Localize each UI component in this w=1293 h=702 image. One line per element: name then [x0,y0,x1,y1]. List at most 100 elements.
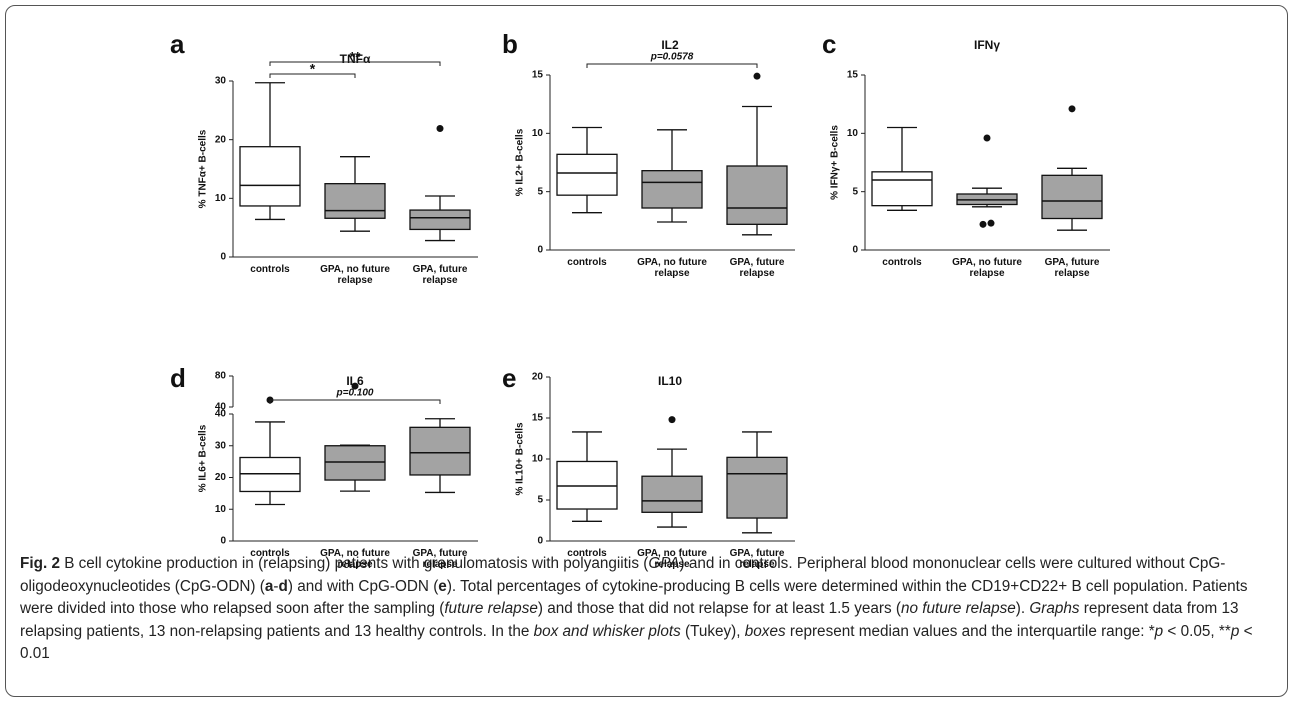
panel-letter: a [170,29,185,59]
box [641,475,703,513]
frame [5,5,1288,697]
outlier [979,220,987,228]
y-tick-label: 10 [532,128,544,139]
box [1041,174,1103,220]
caption-text: ). [1015,600,1030,617]
caption: Fig. 2 B cell cytokine production in (re… [20,553,1278,666]
caption-bold: e [438,577,447,595]
x-tick-label: GPA, no future relapse [320,264,390,286]
box [641,170,703,209]
caption-italic: GPA [648,555,680,572]
panel-title: IFNγ [974,38,1000,52]
x-tick-label: GPA, future relapse [1044,257,1100,279]
y-tick-label: 20 [532,372,544,383]
y-tick-label: 5 [852,186,858,197]
significance-bracket [269,73,356,78]
outlier [436,125,444,133]
outlier [987,219,995,227]
panel-letter: b [502,29,518,59]
panel-title: TNFα [340,52,371,66]
x-tick-label: GPA, no future relapse [320,548,390,570]
x-tick-label: GPA, no future relapse [952,257,1022,279]
panel-title: IL2 [661,38,679,52]
box [556,153,618,196]
caption-text: ) and in controls. Peripheral blood mono… [20,555,1226,595]
outlier [668,416,676,424]
annotation: p=0.100 [336,388,374,399]
caption-italic: p [1230,622,1240,640]
x-tick-label: GPA, future relapse [412,548,468,570]
caption-text: < 0.05, ** [1163,622,1231,640]
box [409,209,471,231]
caption-bold: d [278,577,288,595]
x-tick-label: GPA, future relapse [729,257,785,279]
caption-text: ) and those that did not relapse for at … [537,600,901,617]
caption-italic: Graphs [1029,600,1080,617]
caption-italic: box and whisker plots [533,622,681,640]
annotation: ** [350,49,361,65]
y-tick-label: 10 [847,128,859,139]
x-tick-label: GPA, no future relapse [637,548,707,570]
panel-letter: d [170,363,186,393]
y-tick-label: 10 [532,454,544,465]
box [871,171,933,207]
significance-bracket [269,61,441,66]
outlier [983,134,991,142]
panel-letter: c [822,29,836,59]
x-tick-label: controls [250,264,290,275]
y-axis-label: % IL10+ B-cells [515,422,526,496]
caption-text: represent data from 13 relapsing patient… [20,600,1239,640]
y-tick-label: 0 [852,245,858,256]
annotation: p=0.0578 [650,52,694,63]
y-tick-label: 15 [532,70,544,81]
x-tick-label: controls [567,548,607,559]
caption-bold: Fig. 2 [20,555,60,572]
y-tick-label: 30 [215,76,227,87]
caption-italic: boxes [744,622,786,640]
y-tick-label: 15 [847,70,859,81]
x-tick-label: controls [250,548,290,559]
caption-text: - [273,577,279,595]
y-tick-label: 20 [215,472,227,483]
caption-bold: a [264,577,274,595]
y-axis-label: % IL6+ B-cells [198,424,209,492]
box [324,183,386,219]
caption-text: B cell cytokine production in (relapsing… [59,555,649,572]
y-tick-label: 10 [215,193,227,204]
y-tick-label: 15 [532,413,544,424]
box [239,146,301,207]
box [239,456,301,493]
y-tick-label: 0 [220,252,226,263]
box [324,445,386,481]
x-tick-label: controls [567,257,607,268]
caption-italic: no future relapse [900,600,1016,617]
caption-text: ) and with CpG-ODN ( [287,577,439,595]
y-tick-label: 40 [215,402,227,413]
annotation: * [310,61,316,77]
caption-text: represent median values and the interqua… [785,622,1155,640]
box [556,460,618,510]
y-tick-label: 30 [215,440,227,451]
y-tick-label: 5 [537,186,543,197]
caption-text: (Tukey), [680,622,745,640]
outlier [1068,105,1076,113]
caption-text: ). Total percentages of cytokine-produci… [20,577,1248,618]
y-tick-label: 40 [215,409,227,420]
y-tick-label: 0 [537,245,543,256]
box [726,456,788,519]
x-tick-label: GPA, future relapse [729,548,785,570]
panel-letter: e [502,363,516,393]
significance-bracket [586,63,758,68]
y-tick-label: 10 [215,504,227,515]
y-axis-label: % IFNγ+ B-cells [830,125,841,200]
significance-bracket [269,399,441,404]
y-tick-label: 80 [215,371,227,382]
y-tick-label: 0 [537,536,543,547]
y-axis-label: % TNFα+ B-cells [198,129,209,208]
caption-italic: p [1154,622,1164,640]
box [726,165,788,225]
outlier [753,72,761,80]
x-tick-label: GPA, no future relapse [637,257,707,279]
